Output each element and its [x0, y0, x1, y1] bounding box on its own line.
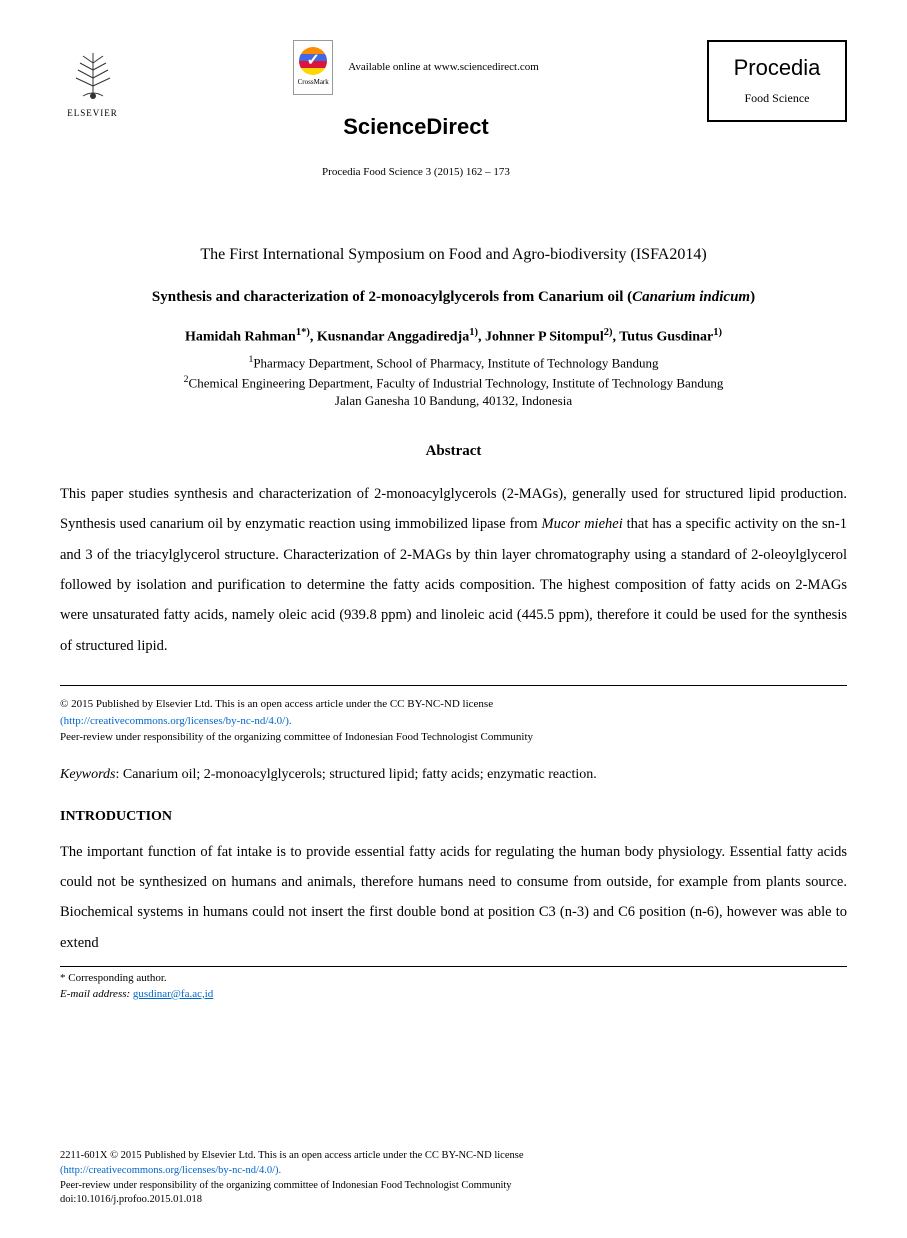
affil-1: Pharmacy Department, School of Pharmacy,… [253, 356, 658, 371]
footer-issn: 2211-601X © 2015 Published by Elsevier L… [60, 1149, 847, 1164]
center-header: ✓ CrossMark Available online at www.scie… [125, 40, 707, 222]
introduction-text: The important function of fat intake is … [60, 837, 847, 959]
affil-3: Jalan Ganesha 10 Bandung, 40132, Indones… [335, 393, 572, 408]
corresponding-label: * Corresponding author. [60, 971, 847, 986]
authors: Hamidah Rahman1*), Kusnandar Anggadiredj… [60, 325, 847, 349]
header-row: ELSEVIER ✓ CrossMark Available online at… [60, 40, 847, 222]
available-online-text: Available online at www.sciencedirect.co… [348, 59, 539, 77]
copyright-line1: © 2015 Published by Elsevier Ltd. This i… [60, 696, 847, 713]
journal-reference: Procedia Food Science 3 (2015) 162 – 173 [322, 164, 510, 182]
keywords-label: Keywords [60, 767, 115, 782]
affil-2: Chemical Engineering Department, Faculty… [189, 375, 724, 390]
title-italic: Canarium indicum [632, 289, 750, 305]
keywords-line: Keywords: Canarium oil; 2-monoacylglycer… [60, 764, 847, 786]
footer-license-link[interactable]: (http://creativecommons.org/licenses/by-… [60, 1164, 847, 1179]
elsevier-tree-icon [68, 48, 118, 103]
abstract-text: This paper studies synthesis and charact… [60, 479, 847, 662]
title-prefix: Synthesis and characterization of 2-mono… [152, 289, 632, 305]
title-suffix: ) [750, 289, 755, 305]
symposium-title: The First International Symposium on Foo… [60, 242, 847, 268]
sciencedirect-logo: ScienceDirect [343, 109, 489, 144]
corresponding-author: * Corresponding author. E-mail address: … [60, 966, 847, 1002]
crossmark-row: ✓ CrossMark Available online at www.scie… [293, 40, 539, 95]
email-label: E-mail address: [60, 988, 130, 1000]
elsevier-label: ELSEVIER [67, 106, 118, 120]
paper-title: Synthesis and characterization of 2-mono… [60, 285, 847, 309]
keywords-text: : Canarium oil; 2-monoacylglycerols; str… [115, 767, 596, 782]
email-link[interactable]: gusdinar@fa.ac,id [133, 988, 213, 1000]
abstract-heading: Abstract [60, 439, 847, 463]
abstract-species: Mucor miehei [542, 516, 623, 532]
crossmark-label: CrossMark [298, 77, 329, 88]
affiliations: 1Pharmacy Department, School of Pharmacy… [60, 353, 847, 410]
elsevier-logo: ELSEVIER [60, 40, 125, 120]
introduction-heading: INTRODUCTION [60, 806, 847, 828]
crossmark-icon: ✓ [299, 47, 327, 75]
footer-doi: doi:10.1016/j.profoo.2015.01.018 [60, 1193, 847, 1208]
procedia-title: Procedia [729, 50, 825, 85]
page-footer: 2211-601X © 2015 Published by Elsevier L… [60, 1149, 847, 1208]
peer-review-line: Peer-review under responsibility of the … [60, 729, 847, 746]
copyright-block: © 2015 Published by Elsevier Ltd. This i… [60, 685, 847, 746]
abstract-part-b: that has a specific activity on the sn-1… [60, 516, 847, 654]
crossmark-badge[interactable]: ✓ CrossMark [293, 40, 333, 95]
procedia-subtitle: Food Science [729, 89, 825, 108]
footer-peer-review: Peer-review under responsibility of the … [60, 1179, 847, 1194]
procedia-badge: Procedia Food Science [707, 40, 847, 122]
license-link[interactable]: (http://creativecommons.org/licenses/by-… [60, 713, 847, 730]
